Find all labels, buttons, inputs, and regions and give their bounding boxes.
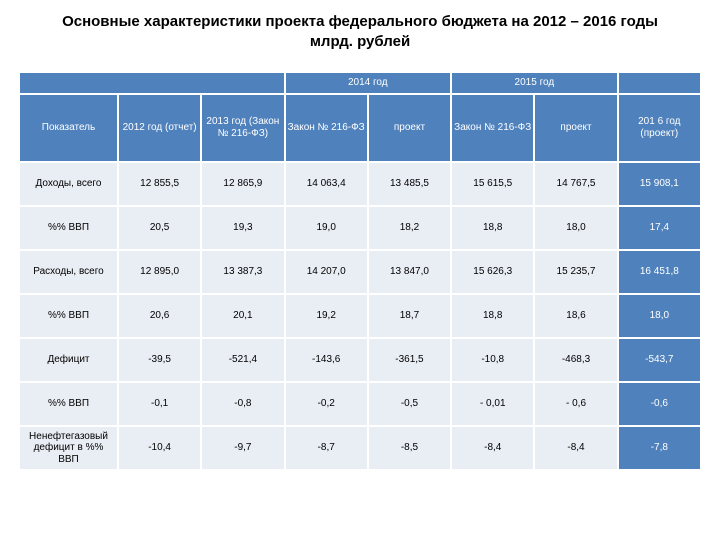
table-cell: 12 855,5 xyxy=(118,162,201,206)
table-cell: 19,0 xyxy=(285,206,368,250)
table-cell: 13 387,3 xyxy=(201,250,284,294)
table-cell: 14 063,4 xyxy=(285,162,368,206)
table-row: Доходы, всего12 855,512 865,914 063,413 … xyxy=(19,162,701,206)
year-blank xyxy=(19,72,285,94)
budget-table: 2014 год 2015 год Показатель 2012 год (о… xyxy=(18,71,702,472)
table-cell: 14 767,5 xyxy=(534,162,617,206)
table-cell: -8,4 xyxy=(451,426,534,471)
table-cell: -0,5 xyxy=(368,382,451,426)
table-cell: 17,4 xyxy=(618,206,701,250)
table-cell: 18,0 xyxy=(618,294,701,338)
title-line2: млрд. рублей xyxy=(310,33,410,50)
col-indicator: Показатель xyxy=(19,94,118,162)
table-cell: 13 847,0 xyxy=(368,250,451,294)
row-label: Ненефтегазовый дефицит в %% ВВП xyxy=(19,426,118,471)
table-cell: -543,7 xyxy=(618,338,701,382)
table-cell: -7,8 xyxy=(618,426,701,471)
table-cell: -39,5 xyxy=(118,338,201,382)
col-proj15: проект xyxy=(534,94,617,162)
table-cell: 15 235,7 xyxy=(534,250,617,294)
table-cell: 20,1 xyxy=(201,294,284,338)
table-cell: 15 908,1 xyxy=(618,162,701,206)
table-cell: 18,6 xyxy=(534,294,617,338)
table-cell: 20,5 xyxy=(118,206,201,250)
row-label: Доходы, всего xyxy=(19,162,118,206)
table-cell: 18,8 xyxy=(451,206,534,250)
table-cell: -468,3 xyxy=(534,338,617,382)
table-cell: -8,5 xyxy=(368,426,451,471)
year-2014: 2014 год xyxy=(285,72,452,94)
row-label: %% ВВП xyxy=(19,294,118,338)
table-cell: -9,7 xyxy=(201,426,284,471)
table-cell: -0,6 xyxy=(618,382,701,426)
table-cell: 18,8 xyxy=(451,294,534,338)
table-cell: -0,1 xyxy=(118,382,201,426)
table-cell: 14 207,0 xyxy=(285,250,368,294)
col-2016: 201 6 год (проект) xyxy=(618,94,701,162)
table-cell: 20,6 xyxy=(118,294,201,338)
row-label: %% ВВП xyxy=(19,382,118,426)
col-2012: 2012 год (отчет) xyxy=(118,94,201,162)
table-cell: 15 626,3 xyxy=(451,250,534,294)
row-label: Расходы, всего xyxy=(19,250,118,294)
col-proj14: проект xyxy=(368,94,451,162)
page-title: Основные характеристики проекта федераль… xyxy=(18,12,702,53)
year-blank-end xyxy=(618,72,701,94)
table-row: Расходы, всего12 895,013 387,314 207,013… xyxy=(19,250,701,294)
table-cell: -0,8 xyxy=(201,382,284,426)
table-cell: 16 451,8 xyxy=(618,250,701,294)
col-law15: Закон № 216-ФЗ xyxy=(451,94,534,162)
table-cell: 13 485,5 xyxy=(368,162,451,206)
table-cell: 18,7 xyxy=(368,294,451,338)
table-row: %% ВВП-0,1-0,8-0,2-0,5- 0,01- 0,6-0,6 xyxy=(19,382,701,426)
table-row: %% ВВП20,519,319,018,218,818,017,4 xyxy=(19,206,701,250)
table-cell: -8,4 xyxy=(534,426,617,471)
row-label: %% ВВП xyxy=(19,206,118,250)
table-cell: -0,2 xyxy=(285,382,368,426)
table-cell: 15 615,5 xyxy=(451,162,534,206)
table-cell: -10,8 xyxy=(451,338,534,382)
row-label: Дефицит xyxy=(19,338,118,382)
table-row: Дефицит-39,5-521,4-143,6-361,5-10,8-468,… xyxy=(19,338,701,382)
table-cell: -8,7 xyxy=(285,426,368,471)
table-cell: 12 895,0 xyxy=(118,250,201,294)
table-row: %% ВВП20,620,119,218,718,818,618,0 xyxy=(19,294,701,338)
table-cell: -10,4 xyxy=(118,426,201,471)
header-row: Показатель 2012 год (отчет) 2013 год (За… xyxy=(19,94,701,162)
table-cell: -521,4 xyxy=(201,338,284,382)
year-group-row: 2014 год 2015 год xyxy=(19,72,701,94)
col-2013: 2013 год (Закон № 216-ФЗ) xyxy=(201,94,284,162)
table-row: Ненефтегазовый дефицит в %% ВВП-10,4-9,7… xyxy=(19,426,701,471)
table-cell: -143,6 xyxy=(285,338,368,382)
table-cell: 12 865,9 xyxy=(201,162,284,206)
table-cell: 18,0 xyxy=(534,206,617,250)
col-law14: Закон № 216-ФЗ xyxy=(285,94,368,162)
table-cell: 19,3 xyxy=(201,206,284,250)
table-cell: - 0,6 xyxy=(534,382,617,426)
table-cell: - 0,01 xyxy=(451,382,534,426)
table-cell: -361,5 xyxy=(368,338,451,382)
table-cell: 19,2 xyxy=(285,294,368,338)
year-2015: 2015 год xyxy=(451,72,618,94)
table-cell: 18,2 xyxy=(368,206,451,250)
title-line1: Основные характеристики проекта федераль… xyxy=(62,13,658,30)
